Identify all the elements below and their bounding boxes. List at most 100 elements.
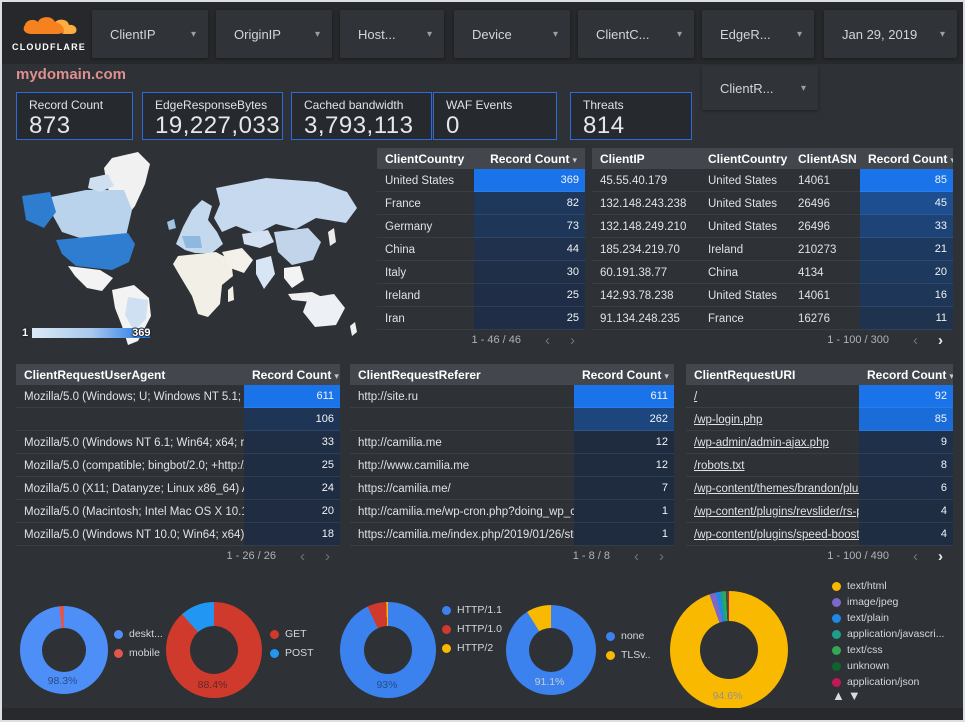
table-row[interactable]: Mozilla/5.0 (Windows NT 10.0; Win64; x64… bbox=[16, 523, 340, 546]
pagination-next-icon[interactable]: › bbox=[938, 547, 943, 565]
pagination-next-icon[interactable]: › bbox=[570, 331, 575, 349]
table-row[interactable]: http://www.camilia.me 12 bbox=[350, 454, 674, 477]
table-row[interactable]: Mozilla/5.0 (Macintosh; Intel Mac OS X 1… bbox=[16, 500, 340, 523]
table-row[interactable]: http://camilia.me/wp-cron.php?doing_wp_c… bbox=[350, 500, 674, 523]
legend-item[interactable]: TLSv.. bbox=[606, 649, 676, 662]
table-row[interactable]: /wp-content/themes/brandon/plu... 6 bbox=[686, 477, 953, 500]
filter-clientrequest[interactable]: ClientR... ▾ bbox=[702, 66, 818, 110]
legend-item[interactable]: HTTP/1.1 bbox=[442, 604, 502, 617]
legend-item[interactable]: text/html bbox=[832, 580, 962, 593]
tls-version-donut-ring[interactable]: 91.1% bbox=[506, 605, 596, 695]
filter-device[interactable]: Device ▾ bbox=[454, 10, 570, 58]
filter-label: ClientR... bbox=[720, 80, 774, 96]
column-header[interactable]: ClientRequestURI bbox=[694, 367, 796, 382]
legend-item[interactable]: application/json bbox=[832, 676, 962, 689]
legend-item[interactable]: image/jpeg bbox=[832, 596, 962, 609]
legend-item[interactable]: unknown bbox=[832, 660, 962, 673]
table-row[interactable]: 185.234.219.70 Ireland 210273 21 bbox=[592, 238, 953, 261]
table-row[interactable]: Ireland 25 bbox=[377, 284, 585, 307]
uri-link[interactable]: /wp-admin/admin-ajax.php bbox=[694, 436, 829, 449]
table-row[interactable]: http://site.ru 611 bbox=[350, 385, 674, 408]
pagination-prev-icon[interactable]: ‹ bbox=[913, 547, 918, 565]
pagination-range: 1 - 46 / 46 bbox=[471, 334, 521, 346]
http-method-donut-ring[interactable]: 88.4% bbox=[166, 602, 262, 698]
http-protocol-donut-ring[interactable]: 93% bbox=[340, 602, 436, 698]
table-row[interactable]: China 44 bbox=[377, 238, 585, 261]
table-row[interactable]: 60.191.38.77 China 4134 20 bbox=[592, 261, 953, 284]
legend-item[interactable]: text/plain bbox=[832, 612, 962, 625]
uri-link[interactable]: /wp-content/plugins/revslider/rs-p... bbox=[694, 505, 859, 518]
table-row[interactable]: Germany 73 bbox=[377, 215, 585, 238]
column-header[interactable]: Record Count▾ bbox=[860, 152, 953, 166]
uri-link[interactable]: /wp-login.php bbox=[694, 413, 763, 426]
table-row[interactable]: https://camilia.me/index.php/2019/01/26/… bbox=[350, 523, 674, 546]
table-row[interactable]: http://camilia.me 12 bbox=[350, 431, 674, 454]
table-row[interactable]: 91.134.248.235 France 16276 11 bbox=[592, 307, 953, 330]
table-row[interactable]: / 92 bbox=[686, 385, 953, 408]
content-type-donut: 94.6% bbox=[670, 591, 788, 709]
pagination-prev-icon[interactable]: ‹ bbox=[300, 547, 305, 565]
table-row[interactable]: Iran 25 bbox=[377, 307, 585, 330]
table-row[interactable]: 106 bbox=[16, 408, 340, 431]
table-row[interactable]: Mozilla/5.0 (Windows NT 6.1; Win64; x64;… bbox=[16, 431, 340, 454]
legend-item[interactable]: none bbox=[606, 630, 676, 643]
column-header[interactable]: Record Count▾ bbox=[859, 368, 953, 382]
uri-link[interactable]: / bbox=[694, 390, 698, 403]
legend-item[interactable]: HTTP/2 bbox=[442, 642, 493, 655]
table-row[interactable]: France 82 bbox=[377, 192, 585, 215]
column-header[interactable]: Record Count▾ bbox=[252, 367, 339, 382]
table-row[interactable]: United States 369 bbox=[377, 169, 585, 192]
table-row[interactable]: /wp-login.php 85 bbox=[686, 408, 953, 431]
legend-item[interactable]: POST bbox=[270, 647, 340, 660]
pagination-next-icon[interactable]: › bbox=[325, 547, 330, 565]
uri-link[interactable]: /wp-content/plugins/speed-booste... bbox=[694, 528, 859, 541]
table-row[interactable]: 132.148.243.238 United States 26496 45 bbox=[592, 192, 953, 215]
legend-item[interactable]: HTTP/1.0 bbox=[442, 623, 502, 636]
pagination-prev-icon[interactable]: ‹ bbox=[913, 331, 918, 349]
table-row[interactable]: 262 bbox=[350, 408, 674, 431]
date-range-picker[interactable]: Jan 29, 2019 ▾ bbox=[824, 10, 957, 58]
table-row[interactable]: /wp-content/plugins/speed-booste... 4 bbox=[686, 523, 953, 546]
table-row[interactable]: 142.93.78.238 United States 14061 16 bbox=[592, 284, 953, 307]
filter-clientip[interactable]: ClientIP ▾ bbox=[92, 10, 208, 58]
table-row[interactable]: Mozilla/5.0 (compatible; bingbot/2.0; +h… bbox=[16, 454, 340, 477]
column-header[interactable]: ClientCountry bbox=[708, 151, 788, 166]
column-header[interactable]: ClientIP bbox=[600, 151, 645, 166]
filter-originip[interactable]: OriginIP ▾ bbox=[216, 10, 332, 58]
legend-item[interactable]: application/javascri... bbox=[832, 628, 962, 641]
column-header[interactable]: Record Count▾ bbox=[490, 151, 577, 166]
content-type-donut-ring[interactable]: 94.6% bbox=[670, 591, 788, 709]
pagination-prev-icon[interactable]: ‹ bbox=[545, 331, 550, 349]
filter-clientcountry[interactable]: ClientC... ▾ bbox=[578, 10, 694, 58]
pagination-next-icon[interactable]: › bbox=[659, 547, 664, 565]
table-row[interactable]: 45.55.40.179 United States 14061 85 bbox=[592, 169, 953, 192]
table-row[interactable]: /wp-admin/admin-ajax.php 9 bbox=[686, 431, 953, 454]
table-row[interactable]: /wp-content/plugins/revslider/rs-p... 4 bbox=[686, 500, 953, 523]
legend-item[interactable]: mobile bbox=[114, 647, 184, 660]
device-type-donut-ring[interactable]: 98.3% bbox=[20, 606, 108, 694]
column-header[interactable]: ClientRequestReferer bbox=[358, 367, 481, 382]
column-header[interactable]: ClientCountry bbox=[385, 151, 465, 166]
pagination-next-icon[interactable]: › bbox=[938, 331, 943, 349]
legend-item[interactable]: GET bbox=[270, 628, 340, 641]
table-row[interactable]: Mozilla/5.0 (Windows; U; Windows NT 5.1;… bbox=[16, 385, 340, 408]
table-row[interactable]: /robots.txt 8 bbox=[686, 454, 953, 477]
pagination-prev-icon[interactable]: ‹ bbox=[634, 547, 639, 565]
table-row[interactable]: 132.148.249.210 United States 26496 33 bbox=[592, 215, 953, 238]
column-header[interactable]: Record Count▾ bbox=[582, 367, 669, 382]
column-header[interactable]: ClientRequestUserAgent bbox=[24, 367, 166, 382]
filter-edgeresponse[interactable]: EdgeR... ▾ bbox=[702, 10, 814, 58]
uri-link[interactable]: /robots.txt bbox=[694, 459, 745, 472]
legend-scroll-arrows[interactable]: ▲▼ bbox=[832, 688, 864, 703]
filter-host[interactable]: Host... ▾ bbox=[340, 10, 444, 58]
legend-item[interactable]: text/css bbox=[832, 644, 962, 657]
uri-link[interactable]: /wp-content/themes/brandon/plu... bbox=[694, 482, 859, 495]
table-row[interactable]: Italy 30 bbox=[377, 261, 585, 284]
table-cell: United States bbox=[385, 174, 455, 187]
table-cell: Mozilla/5.0 (Windows; U; Windows NT 5.1;… bbox=[24, 390, 244, 403]
legend-item[interactable]: deskt... bbox=[114, 628, 184, 641]
column-header[interactable]: ClientASN bbox=[798, 151, 857, 166]
table-row[interactable]: https://camilia.me/7 bbox=[350, 477, 674, 500]
geo-map-chart[interactable]: 1 369 bbox=[16, 148, 370, 347]
table-row[interactable]: Mozilla/5.0 (X11; Datanyze; Linux x86_64… bbox=[16, 477, 340, 500]
